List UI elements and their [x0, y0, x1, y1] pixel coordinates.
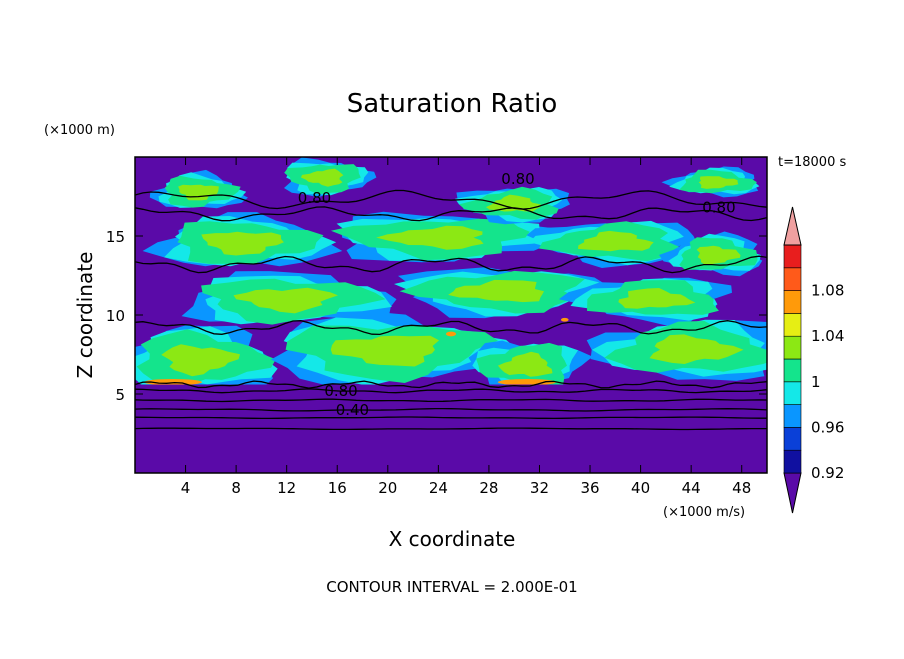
y-unit-label: (×1000 m) — [44, 123, 115, 138]
moist-patch-level — [201, 231, 284, 256]
moist-patch-level — [161, 344, 240, 377]
colorbar: 0.92 0.96 1 1.04 1.08 — [783, 206, 844, 514]
moist-patch — [271, 311, 529, 387]
colorbar-segment — [783, 313, 802, 337]
moist-patch — [558, 277, 732, 326]
contour-line — [135, 255, 767, 274]
colorbar-segment — [783, 449, 802, 474]
moist-patch-level — [330, 335, 440, 367]
contour-line — [135, 407, 767, 412]
moist-patch-level — [696, 245, 741, 265]
x-unit-label: (×1000 m/s) — [663, 505, 745, 520]
x-axis-ticks: 4 8 12 16 20 24 28 32 36 40 44 48 — [181, 157, 751, 497]
saturation-peak — [445, 331, 457, 337]
saturation-peak — [497, 378, 556, 386]
moist-patch — [330, 211, 566, 263]
moist-patch — [181, 271, 397, 325]
x-tick-label: 36 — [580, 479, 599, 497]
contour-label: 0.80 — [324, 382, 357, 400]
y-axis-title: Z coordinate — [73, 252, 97, 379]
contour-label: 0.80 — [298, 189, 331, 207]
colorbar-segment — [783, 267, 802, 291]
x-tick-label: 40 — [631, 479, 650, 497]
contour-line — [135, 398, 767, 403]
moist-patch-level — [618, 288, 696, 309]
moist-patch-level — [497, 351, 553, 377]
contour-line — [135, 388, 767, 394]
moist-patch — [284, 157, 377, 198]
moist-patch — [526, 220, 697, 268]
x-tick-label: 4 — [181, 479, 191, 497]
x-tick-label: 8 — [231, 479, 241, 497]
contour-line — [135, 380, 767, 389]
x-tick-label: 20 — [378, 479, 397, 497]
moist-patch — [135, 325, 278, 389]
colorbar-segment — [783, 381, 802, 405]
colorbar-low-arrow — [783, 472, 802, 514]
y-tick-label: 15 — [106, 228, 125, 246]
contour-line — [135, 416, 767, 420]
y-axis-ticks: 5 10 15 — [106, 228, 767, 404]
contour-labels: 0.800.400.800.800.80 — [298, 170, 736, 419]
colorbar-tick-label: 1.04 — [811, 327, 844, 345]
x-tick-label: 16 — [328, 479, 347, 497]
colorbar-segment — [783, 427, 802, 451]
saturation-peak — [560, 317, 569, 322]
x-tick-label: 44 — [682, 479, 701, 497]
y-tick-label: 5 — [115, 386, 125, 404]
contour-interval-note: CONTOUR INTERVAL = 2.000E-01 — [326, 578, 577, 596]
x-tick-label: 12 — [277, 479, 296, 497]
moist-patch-level — [578, 230, 654, 252]
contour-label: 0.80 — [501, 170, 534, 188]
contour-label: 0.40 — [336, 401, 369, 419]
colorbar-segment — [783, 244, 802, 269]
colorbar-tick-label: 1 — [811, 373, 821, 391]
colorbar-tick-label: 0.96 — [811, 418, 844, 436]
contour-line — [135, 189, 767, 210]
moist-patch-level — [376, 225, 484, 250]
colorbar-tick-label: 1.08 — [811, 282, 844, 300]
plot-area — [135, 157, 767, 473]
colorbar-segment — [783, 404, 802, 428]
contour-label: 0.80 — [702, 199, 735, 217]
moist-patch — [661, 166, 760, 198]
x-tick-label: 24 — [429, 479, 448, 497]
moist-patch — [142, 212, 343, 267]
moist-patch-level — [300, 168, 344, 187]
moist-patch-level — [233, 287, 338, 314]
contour-line — [135, 427, 767, 431]
time-label: t=18000 s — [778, 155, 846, 170]
colorbar-segment — [783, 335, 802, 360]
x-tick-label: 28 — [479, 479, 498, 497]
colorbar-segment — [783, 290, 802, 314]
moist-patch-level — [698, 176, 739, 189]
moist-patch-level — [649, 334, 744, 364]
colorbar-high-arrow — [783, 206, 802, 246]
moist-patch-level — [448, 279, 544, 303]
chart-title: Saturation Ratio — [347, 89, 558, 119]
y-tick-label: 10 — [106, 307, 125, 325]
moist-patch — [586, 319, 767, 381]
x-axis-title: X coordinate — [389, 527, 516, 551]
colorbar-segment — [783, 358, 802, 383]
x-tick-label: 32 — [530, 479, 549, 497]
moist-patch — [394, 267, 623, 319]
colorbar-tick-label: 0.92 — [811, 464, 844, 482]
contour-line — [135, 206, 767, 222]
moist-patch-level — [485, 194, 541, 212]
contour-lines — [135, 189, 767, 431]
x-tick-label: 48 — [732, 479, 751, 497]
contour-line — [135, 320, 767, 336]
